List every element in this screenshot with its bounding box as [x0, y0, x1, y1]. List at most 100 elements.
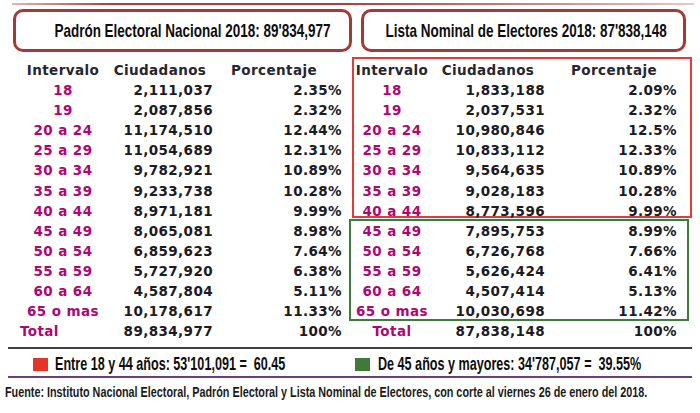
total-porcentaje: 100% [213, 321, 342, 341]
ciudadanos-cell: 4,587,804 [113, 281, 213, 301]
table-row: 55 a 59 5,727,920 6.38% [13, 261, 342, 281]
column-header-porcentaje: Porcentaje [213, 60, 342, 80]
lista-title-box: Lista Nominal de Electores 2018: 87'838,… [361, 9, 686, 52]
ciudadanos-cell: 5,626,424 [439, 261, 545, 281]
intervalo-cell: 30 a 34 [13, 160, 113, 180]
source-note: Fuente: Instituto Nacional Electoral, Pa… [5, 383, 647, 401]
ciudadanos-cell: 1,833,188 [439, 80, 545, 100]
intervalo-cell: 40 a 44 [345, 201, 439, 221]
ciudadanos-cell: 5,727,920 [113, 261, 213, 281]
intervalo-cell: 65 o mas [345, 301, 439, 321]
intervalo-cell: 18 [345, 80, 439, 100]
ciudadanos-cell: 6,726,768 [439, 241, 545, 261]
intervalo-cell: 35 a 39 [345, 181, 439, 201]
table-row: 50 a 54 6,726,768 7.66% [345, 241, 677, 261]
intervalo-cell: 50 a 54 [345, 241, 439, 261]
column-header-ciudadanos: Ciudadanos [113, 60, 213, 80]
porcentaje-cell: 10.28% [213, 181, 342, 201]
intervalo-cell: 60 a 64 [13, 281, 113, 301]
intervalo-cell: 25 a 29 [345, 140, 439, 160]
intervalo-cell: 45 a 49 [13, 221, 113, 241]
porcentaje-cell: 10.89% [545, 160, 677, 180]
table-row: 65 o mas 10,030,698 11.42% [345, 301, 677, 321]
ciudadanos-cell: 2,037,531 [439, 100, 545, 120]
lista-table-body: 18 1,833,188 2.09% 19 2,037,531 2.32% 20… [345, 80, 677, 321]
intervalo-cell: 25 a 29 [13, 140, 113, 160]
column-header-intervalo: Intervalo [345, 60, 439, 80]
porcentaje-cell: 10.28% [545, 181, 677, 201]
porcentaje-cell: 2.32% [545, 100, 677, 120]
column-header-ciudadanos: Ciudadanos [439, 60, 545, 80]
porcentaje-cell: 6.38% [213, 261, 342, 281]
legend-green-label: De 45 años y mayores: 34'787,057 = 39.55… [378, 352, 641, 376]
porcentaje-cell: 8.99% [545, 221, 677, 241]
lista-total-row: Total 87,838,148 100% [345, 321, 677, 341]
table-row: 40 a 44 8,773,596 9.99% [345, 201, 677, 221]
ciudadanos-cell: 10,980,846 [439, 120, 545, 140]
table-row: 65 o mas 10,178,617 11.33% [13, 301, 342, 321]
porcentaje-cell: 12.44% [213, 120, 342, 140]
porcentaje-cell: 2.32% [213, 100, 342, 120]
legend-red-label: Entre 18 y 44 años: 53'101,091 = 60.45 [55, 352, 285, 376]
padron-title-box: Padrón Electoral Nacional 2018: 89'834,9… [13, 9, 352, 52]
lista-table: Intervalo Ciudadanos Porcentaje 18 1,833… [345, 60, 677, 341]
porcentaje-cell: 12.31% [213, 140, 342, 160]
total-ciudadanos: 89,834,977 [113, 321, 213, 341]
ciudadanos-cell: 6,859,623 [113, 241, 213, 261]
intervalo-cell: 19 [345, 100, 439, 120]
table-row: 50 a 54 6,859,623 7.64% [13, 241, 342, 261]
padron-table-header: Intervalo Ciudadanos Porcentaje [13, 60, 342, 80]
table-row: 19 2,087,856 2.32% [13, 100, 342, 120]
ciudadanos-cell: 7,895,753 [439, 221, 545, 241]
ciudadanos-cell: 9,564,635 [439, 160, 545, 180]
porcentaje-cell: 12.5% [545, 120, 677, 140]
table-row: 20 a 24 11,174,510 12.44% [13, 120, 342, 140]
intervalo-cell: 40 a 44 [13, 201, 113, 221]
total-porcentaje: 100% [545, 321, 677, 341]
porcentaje-cell: 10.89% [213, 160, 342, 180]
porcentaje-cell: 7.64% [213, 241, 342, 261]
intervalo-cell: 35 a 39 [13, 181, 113, 201]
table-row: 18 1,833,188 2.09% [345, 80, 677, 100]
porcentaje-cell: 7.66% [545, 241, 677, 261]
ciudadanos-cell: 4,507,414 [439, 281, 545, 301]
table-row: 55 a 59 5,626,424 6.41% [345, 261, 677, 281]
legend-red-swatch [33, 358, 48, 371]
porcentaje-cell: 6.41% [545, 261, 677, 281]
intervalo-cell: 18 [13, 80, 113, 100]
porcentaje-cell: 9.99% [213, 201, 342, 221]
padron-table: Intervalo Ciudadanos Porcentaje 18 2,111… [13, 60, 342, 341]
table-row: 40 a 44 8,971,181 9.99% [13, 201, 342, 221]
table-row: 18 2,111,037 2.35% [13, 80, 342, 100]
ciudadanos-cell: 9,233,738 [113, 181, 213, 201]
ciudadanos-cell: 2,087,856 [113, 100, 213, 120]
table-row: 25 a 29 11,054,689 12.31% [13, 140, 342, 160]
porcentaje-cell: 11.42% [545, 301, 677, 321]
ciudadanos-cell: 11,054,689 [113, 140, 213, 160]
ciudadanos-cell: 9,782,921 [113, 160, 213, 180]
table-row: 35 a 39 9,233,738 10.28% [13, 181, 342, 201]
total-ciudadanos: 87,838,148 [439, 321, 545, 341]
porcentaje-cell: 12.33% [545, 140, 677, 160]
divider-line-bottom [8, 376, 692, 378]
total-label: Total [345, 321, 439, 341]
intervalo-cell: 55 a 59 [13, 261, 113, 281]
intervalo-cell: 20 a 24 [345, 120, 439, 140]
intervalo-cell: 65 o mas [13, 301, 113, 321]
table-row: 30 a 34 9,564,635 10.89% [345, 160, 677, 180]
table-row: 45 a 49 7,895,753 8.99% [345, 221, 677, 241]
table-row: 45 a 49 8,065,081 8.98% [13, 221, 342, 241]
porcentaje-cell: 8.98% [213, 221, 342, 241]
electoral-statistics-page: Padrón Electoral Nacional 2018: 89'834,9… [0, 0, 700, 413]
table-row: 19 2,037,531 2.32% [345, 100, 677, 120]
porcentaje-cell: 2.35% [213, 80, 342, 100]
porcentaje-cell: 2.09% [545, 80, 677, 100]
intervalo-cell: 50 a 54 [13, 241, 113, 261]
table-row: 25 a 29 10,833,112 12.33% [345, 140, 677, 160]
padron-total-row: Total 89,834,977 100% [13, 321, 342, 341]
padron-table-body: 18 2,111,037 2.35% 19 2,087,856 2.32% 20… [13, 80, 342, 321]
top-border-line [12, 3, 694, 5]
table-row: 60 a 64 4,587,804 5.11% [13, 281, 342, 301]
intervalo-cell: 45 a 49 [345, 221, 439, 241]
lista-table-header: Intervalo Ciudadanos Porcentaje [345, 60, 677, 80]
